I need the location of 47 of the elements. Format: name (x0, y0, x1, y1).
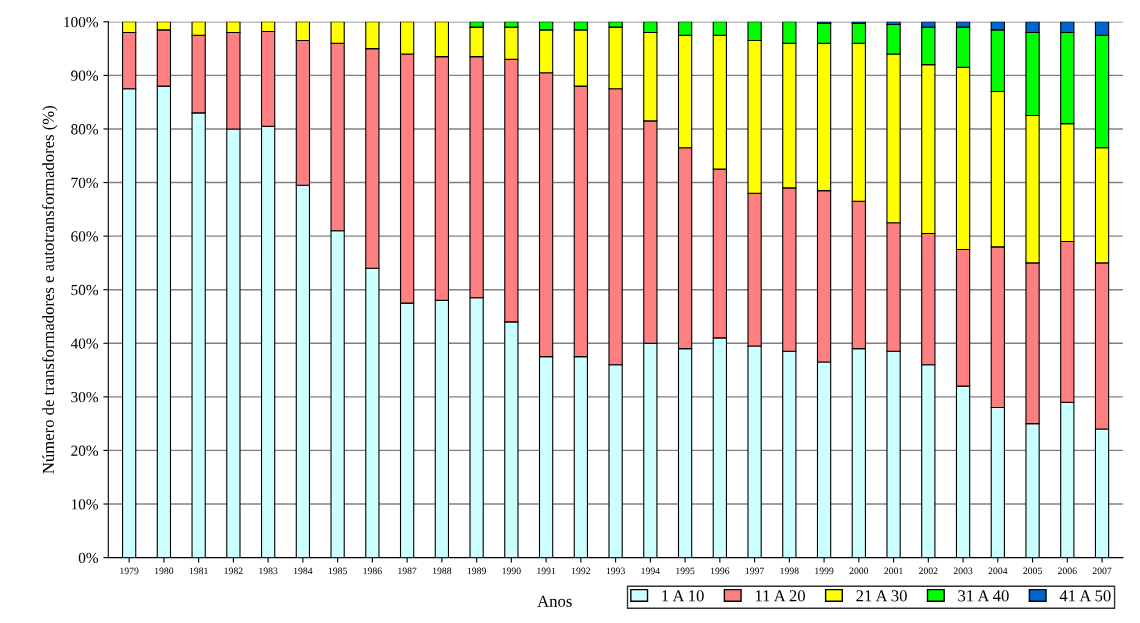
x-tick-label: 2001 (884, 567, 903, 575)
x-axis-title: Anos (537, 595, 572, 607)
x-tick-label: 1998 (780, 567, 799, 575)
x-tick-label: 1990 (502, 567, 521, 575)
y-tick-label: 20% (71, 445, 99, 456)
y-tick-label: 80% (71, 124, 99, 135)
legend-label: 21 A 30 (856, 590, 907, 602)
y-tick-label: 60% (71, 231, 99, 242)
x-tick-label: 2004 (988, 567, 1008, 575)
y-tick-label: 90% (71, 70, 99, 81)
x-tick-label: 2006 (1058, 567, 1077, 575)
x-tick-label: 2007 (1092, 567, 1112, 575)
x-tick-label: 1997 (745, 567, 765, 575)
x-tick-label: 1988 (433, 567, 452, 575)
x-tick-label: 1994 (641, 567, 660, 575)
x-tick-label: 1996 (710, 567, 730, 575)
x-tick-label: 1992 (571, 567, 591, 575)
y-axis-title: Número de transformadores e autotransformadores (%) (42, 106, 58, 474)
legend-label: 11 A 20 (755, 590, 805, 602)
y-tick-label: 70% (71, 177, 99, 189)
x-tick-label: 1986 (363, 567, 382, 575)
y-tick-label: 10% (71, 499, 99, 510)
y-tick-label: 30% (71, 391, 99, 403)
x-tick-label: 1979 (120, 567, 139, 575)
x-tick-label: 2005 (1023, 567, 1042, 575)
x-tick-label: 1985 (328, 567, 347, 575)
y-tick-label: 50% (71, 284, 99, 296)
x-tick-label: 1982 (224, 567, 243, 575)
legend-label: 31 A 40 (958, 590, 1009, 602)
x-tick-label: 1999 (815, 567, 834, 575)
x-tick-label: 2003 (953, 567, 973, 575)
x-tick-label: 1991 (537, 567, 556, 575)
x-tick-label: 2002 (919, 567, 938, 575)
y-tick-label: 100% (64, 16, 99, 28)
x-tick-label: 1981 (189, 567, 208, 575)
x-tick-label: 2000 (849, 567, 869, 575)
x-tick-label: 1984 (294, 567, 313, 575)
y-tick-label: 40% (70, 338, 99, 349)
x-tick-label: 1989 (467, 567, 486, 575)
legend-label: 41 A 50 (1059, 590, 1111, 602)
x-tick-label: 1995 (676, 567, 695, 575)
x-tick-label: 1980 (155, 567, 174, 575)
x-tick-label: 1993 (606, 567, 625, 575)
legend-label: 1 A 10 (662, 590, 704, 602)
x-tick-label: 1987 (398, 567, 417, 575)
x-tick-label: 1983 (259, 567, 278, 575)
y-tick-label: 0% (78, 552, 99, 564)
